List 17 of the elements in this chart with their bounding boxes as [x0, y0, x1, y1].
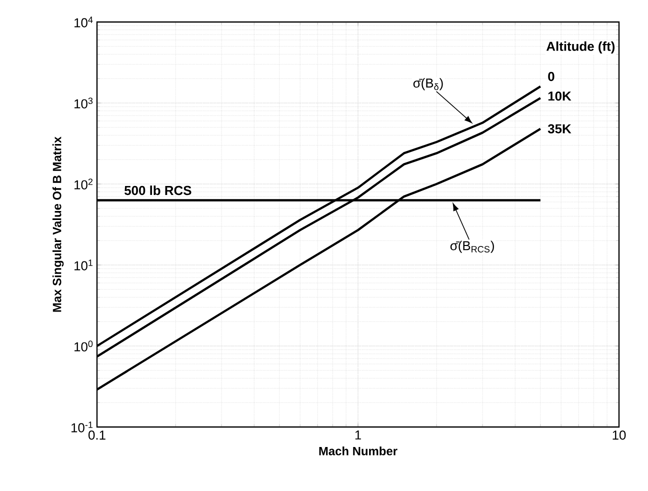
series-label: 35K [548, 124, 572, 134]
x-tick-label: 10 [612, 430, 626, 440]
y-tick-label: 10$^{4}$ [74, 16, 93, 28]
x-tick-label: 0.1 [88, 430, 106, 440]
legend-title: Altitude (ft) [546, 41, 615, 54]
y-axis-title: Max Singular Value Of B Matrix [52, 136, 64, 312]
annotation: σ̄(B$_{δ}$) [413, 78, 443, 90]
y-tick-label: 10$^{0}$ [74, 340, 93, 352]
y-tick-label: 10$^{1}$ [74, 260, 93, 270]
y-tick-label: 10$^{2}$ [74, 178, 93, 190]
x-tick-label: 1 [355, 430, 361, 440]
series-label: 0 [548, 72, 554, 82]
series-label: 10K [548, 92, 572, 101]
series-label: 500 lb RCS [124, 186, 192, 196]
annotation: σ̄(B$_{RCS}$) [450, 240, 494, 253]
x-axis-title: Mach Number [319, 446, 398, 456]
y-tick-label: 10$^{3}$ [74, 98, 93, 108]
